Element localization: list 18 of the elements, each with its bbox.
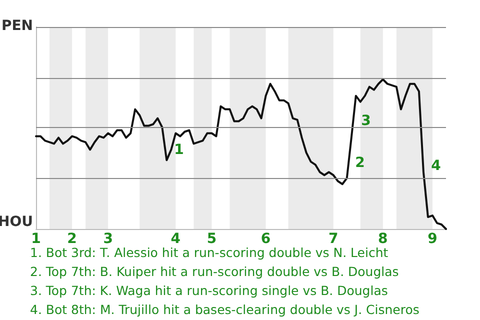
x-tick-label: 6: [260, 231, 271, 247]
text: 4. Bot 8th: M. Trujillo hit a bases-clearing double vs J. Cisneros: [30, 302, 420, 317]
text: 1. Bot 3rd: T. Alessio hit a run-scoring double vs N. Leicht: [30, 245, 388, 260]
x-tick-label: 2: [67, 231, 77, 247]
text: PEN: [1, 18, 34, 34]
text: 3. Top 7th: K. Waga hit a run-scoring single vs B. Douglas: [30, 283, 388, 298]
x-tick-label: 3: [103, 231, 113, 247]
annotation: 1: [174, 142, 184, 158]
x-tick-label: 1: [31, 231, 41, 247]
x-tick-label: 7: [328, 231, 338, 247]
x-tick-label: 4: [170, 231, 181, 247]
x-tick-label: 5: [206, 231, 217, 247]
annotation: 2: [355, 155, 365, 171]
annotation: 4: [431, 158, 442, 174]
text: 2. Top 7th: B. Kuiper hit a run-scoring double vs B. Douglas: [30, 264, 399, 279]
x-tick-label: 9: [428, 231, 438, 247]
x-tick-label: 8: [378, 231, 388, 247]
annotation: 3: [361, 113, 371, 129]
